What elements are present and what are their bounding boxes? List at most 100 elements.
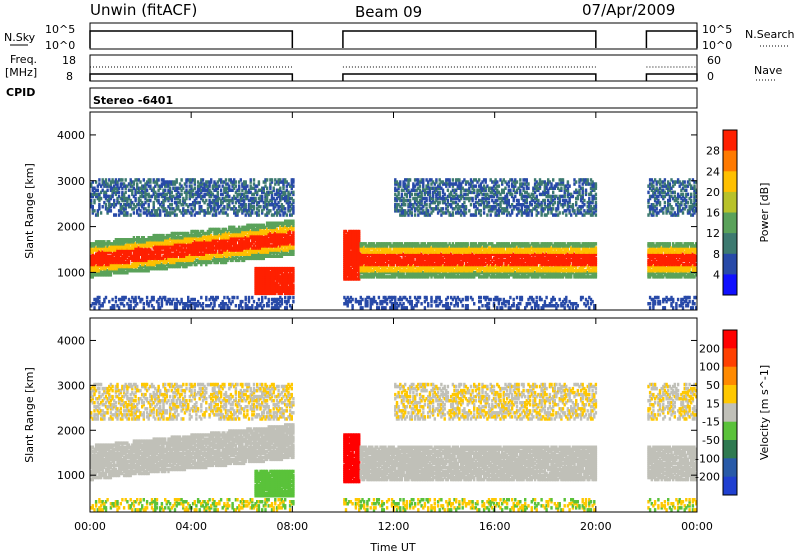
echo-cell (177, 194, 180, 199)
echo-cell (366, 260, 369, 265)
echo-cell (288, 219, 292, 223)
echo-cell (274, 281, 277, 285)
echo-cell (420, 248, 423, 252)
echo-cell (399, 269, 402, 273)
echo-cell (144, 211, 147, 215)
echo-cell (279, 231, 282, 236)
echo-cell (287, 287, 290, 291)
echo-cell (157, 248, 160, 252)
echo-cell (137, 190, 141, 195)
echo-cell (369, 304, 372, 308)
echo-cell (155, 256, 159, 261)
echo-cell (351, 306, 354, 310)
echo-cell (214, 248, 218, 252)
echo-cell (173, 238, 177, 242)
echo-cell (159, 248, 162, 252)
echo-cell (188, 299, 191, 304)
echo-cell (213, 184, 216, 188)
echo-cell (117, 246, 121, 250)
echo-cell (139, 198, 142, 203)
echo-cell (292, 287, 295, 291)
echo-cell (99, 271, 103, 275)
echo-cell (402, 275, 405, 279)
echo-cell (247, 223, 251, 228)
echo-cell (274, 266, 277, 271)
echo-cell (435, 178, 438, 182)
echo-cell (251, 231, 254, 236)
echo-cell (423, 244, 427, 248)
echo-cell (430, 200, 433, 205)
echo-cell (395, 256, 399, 261)
echo-cell (277, 180, 280, 184)
echo-cell (239, 194, 242, 199)
echo-cell (116, 269, 119, 273)
echo-cell (160, 262, 164, 267)
echo-cell (139, 252, 142, 256)
echo-cell (269, 231, 272, 236)
echo-cell (180, 246, 183, 250)
echo-cell (124, 186, 127, 190)
echo-cell (147, 266, 150, 271)
echo-cell (139, 244, 142, 248)
echo-cell (279, 254, 282, 258)
echo-cell (90, 304, 93, 308)
echo-cell (211, 250, 215, 254)
echo-cell (404, 252, 407, 256)
echo-cell (201, 258, 205, 263)
echo-cell (231, 254, 234, 258)
echo-cell (418, 295, 422, 300)
echo-cell (116, 244, 119, 248)
echo-cell (399, 262, 402, 267)
echo-cell (226, 295, 229, 300)
echo-cell (147, 242, 150, 246)
echo-cell (216, 207, 219, 211)
echo-cell (275, 269, 279, 273)
echo-cell (254, 238, 257, 242)
echo-cell (160, 258, 164, 263)
echo-cell (257, 225, 261, 230)
echo-cell (428, 244, 432, 248)
echo-cell (379, 275, 382, 279)
echo-cell (172, 242, 175, 246)
echo-cell (440, 266, 443, 271)
echo-cell (98, 260, 101, 265)
echo-cell (211, 186, 215, 190)
echo-cell (162, 254, 165, 258)
echo-cell (285, 289, 288, 294)
echo-cell (257, 240, 261, 244)
echo-cell (265, 227, 269, 232)
echo-cell (164, 198, 167, 203)
echo-cell (152, 188, 155, 192)
echo-cell (430, 262, 433, 267)
echo-cell (251, 246, 254, 250)
echo-cell (257, 285, 261, 289)
echo-cell (359, 275, 362, 279)
echo-cell (280, 240, 284, 244)
echo-cell (288, 289, 292, 294)
echo-cell (399, 264, 402, 269)
echo-cell (261, 266, 264, 271)
echo-cell (244, 304, 247, 308)
echo-cell (136, 184, 139, 188)
echo-cell (94, 240, 98, 244)
echo-cell (405, 262, 408, 267)
echo-cell (221, 254, 224, 258)
echo-cell (213, 299, 216, 304)
echo-cell (259, 231, 262, 236)
echo-cell (267, 248, 270, 252)
echo-cell (413, 213, 417, 217)
echo-cell (423, 295, 427, 300)
echo-cell (443, 262, 446, 267)
echo-cell (422, 184, 425, 188)
echo-cell (280, 203, 284, 207)
echo-cell (346, 260, 349, 265)
echo-cell (405, 178, 408, 182)
echo-cell (106, 271, 109, 275)
echo-cell (141, 242, 144, 246)
echo-cell (366, 266, 369, 271)
echo-cell (410, 264, 413, 269)
echo-cell (395, 262, 399, 267)
echo-cell (109, 273, 113, 277)
echo-cell (116, 180, 119, 184)
echo-cell (142, 207, 145, 211)
